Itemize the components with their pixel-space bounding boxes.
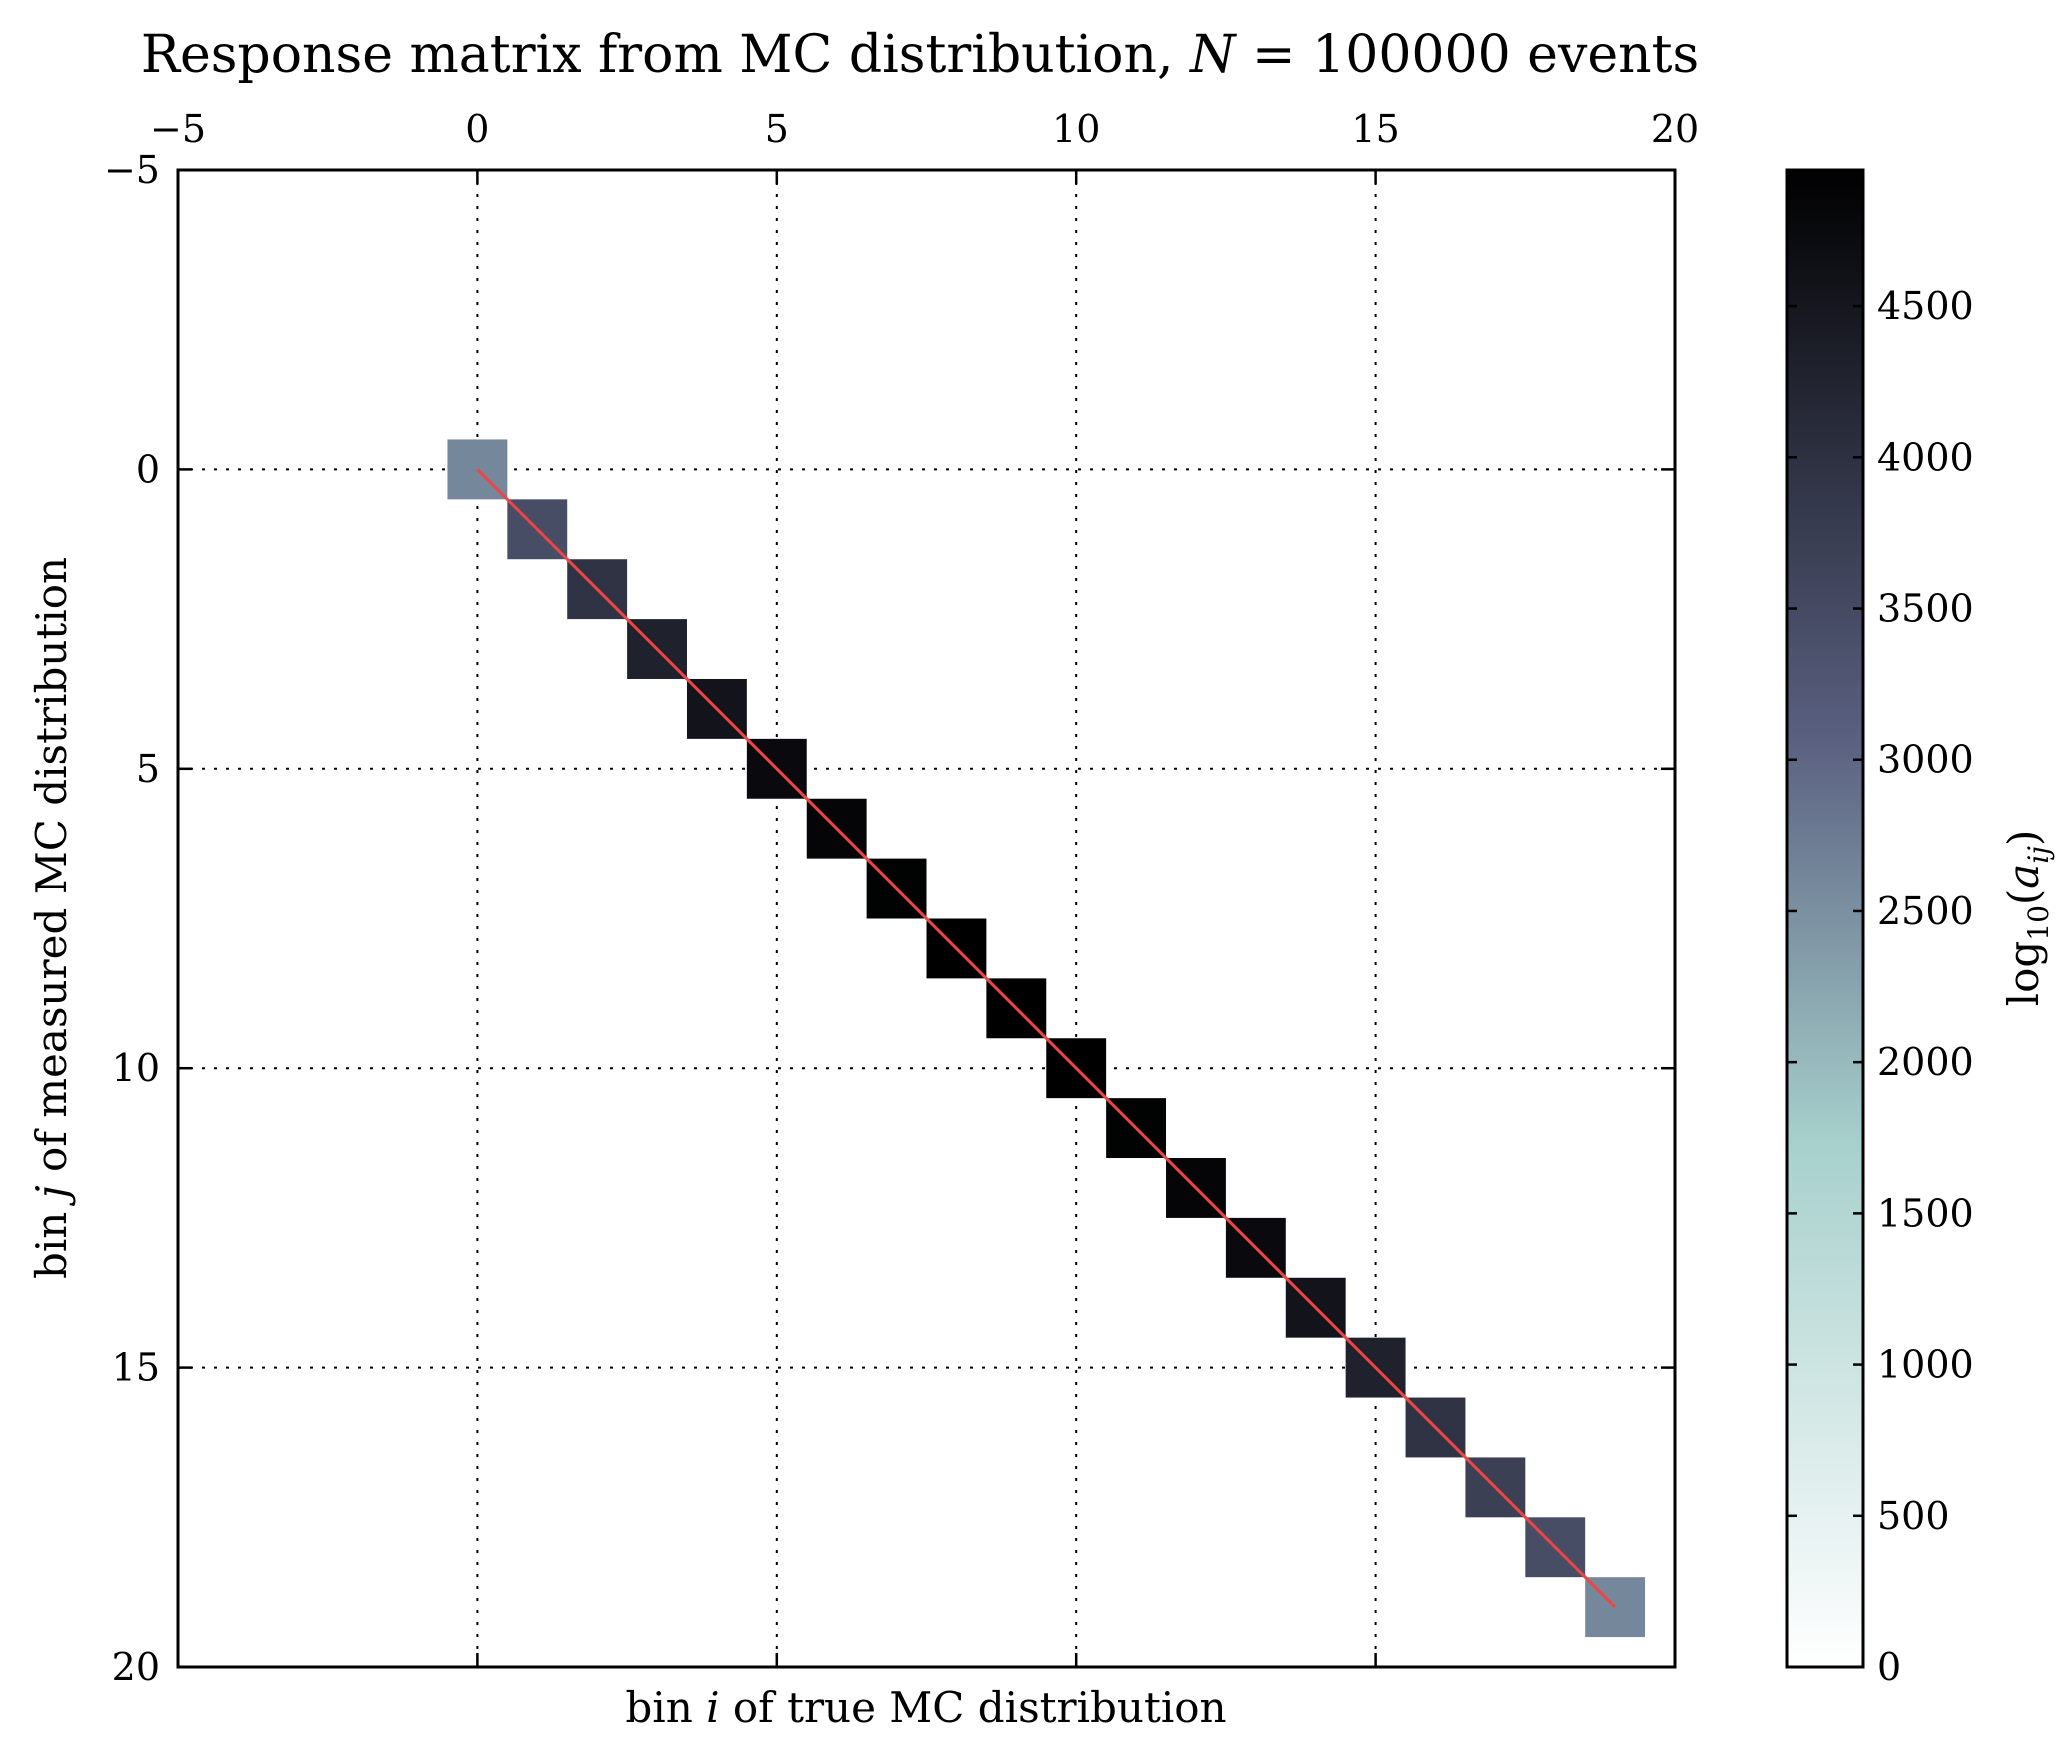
x-tick-label: 5: [765, 107, 789, 151]
chart-title: Response matrix from MC distribution, N …: [141, 25, 1699, 85]
colorbar-tick-label: 2500: [1877, 889, 1974, 933]
x-tick-label: 20: [1651, 107, 1699, 151]
colorbar-tick-label: 0: [1877, 1645, 1901, 1689]
y-axis-label-suffix: of measured MC distribution: [27, 557, 76, 1185]
colorbar-tick-label: 1000: [1877, 1343, 1974, 1387]
x-tick-label: −5: [150, 107, 206, 151]
x-axis-label-prefix: bin: [625, 1683, 706, 1732]
x-axis-label-suffix: of true MC distribution: [720, 1683, 1227, 1732]
chart-title-value: = 100000: [1236, 25, 1511, 85]
colorbar: [1785, 168, 1865, 1669]
y-tick-label: 5: [136, 747, 160, 791]
x-tick-label: 15: [1351, 107, 1399, 151]
colorbar-label-var: a: [1999, 864, 2048, 889]
y-tick-label: 20: [112, 1645, 160, 1689]
colorbar-tick-label: 500: [1877, 1494, 1950, 1538]
colorbar-tick-label: 2000: [1877, 1040, 1974, 1084]
y-tick-labels: −5 0 5 10 15 20: [104, 148, 160, 1689]
diagonal-line-layer: [476, 468, 1617, 1609]
colorbar-label-close: ): [1999, 830, 2048, 846]
x-axis-label: bin i of true MC distribution: [625, 1683, 1226, 1732]
chart-title-prefix: Response matrix from MC distribution,: [141, 25, 1190, 85]
colorbar-ticks: 0 500 1000 1500 2000 2500 3000 3500 4000 4500: [1787, 284, 1974, 1689]
y-tick-label: 15: [112, 1346, 160, 1390]
y-axis-label: bin j of measured MC distribution: [27, 557, 76, 1279]
colorbar-label-open: (: [1999, 889, 2048, 905]
colorbar-tick-label: 1500: [1877, 1191, 1974, 1235]
chart-title-suffix: events: [1511, 25, 1700, 85]
y-axis-label-prefix: bin: [27, 1198, 76, 1279]
chart-title-var: N: [1188, 25, 1237, 85]
x-tick-label: 10: [1052, 107, 1100, 151]
colorbar-tick-label: 4500: [1877, 284, 1974, 328]
x-tick-labels: −5 0 5 10 15 20: [150, 107, 1699, 151]
y-tick-label: 10: [112, 1046, 160, 1090]
y-tick-label: 0: [136, 447, 160, 491]
diagonal-line: [476, 468, 1617, 1609]
y-tick-label: −5: [104, 148, 160, 192]
colorbar-tick-label: 3000: [1877, 738, 1974, 782]
colorbar-label-func: log: [1999, 941, 2048, 1007]
colorbar-label-sub: 10: [2022, 905, 2055, 941]
colorbar-label: log10(aij): [1999, 830, 2055, 1007]
x-axis-label-var: i: [706, 1683, 719, 1732]
plot-frame: [176, 168, 1677, 1669]
axis-ticks: [176, 168, 1677, 1669]
x-tick-label: 0: [465, 107, 489, 151]
colorbar-tick-label: 4000: [1877, 435, 1974, 479]
colorbar-label-var-sub: ij: [2022, 846, 2055, 864]
colorbar-tick-label: 3500: [1877, 587, 1974, 631]
